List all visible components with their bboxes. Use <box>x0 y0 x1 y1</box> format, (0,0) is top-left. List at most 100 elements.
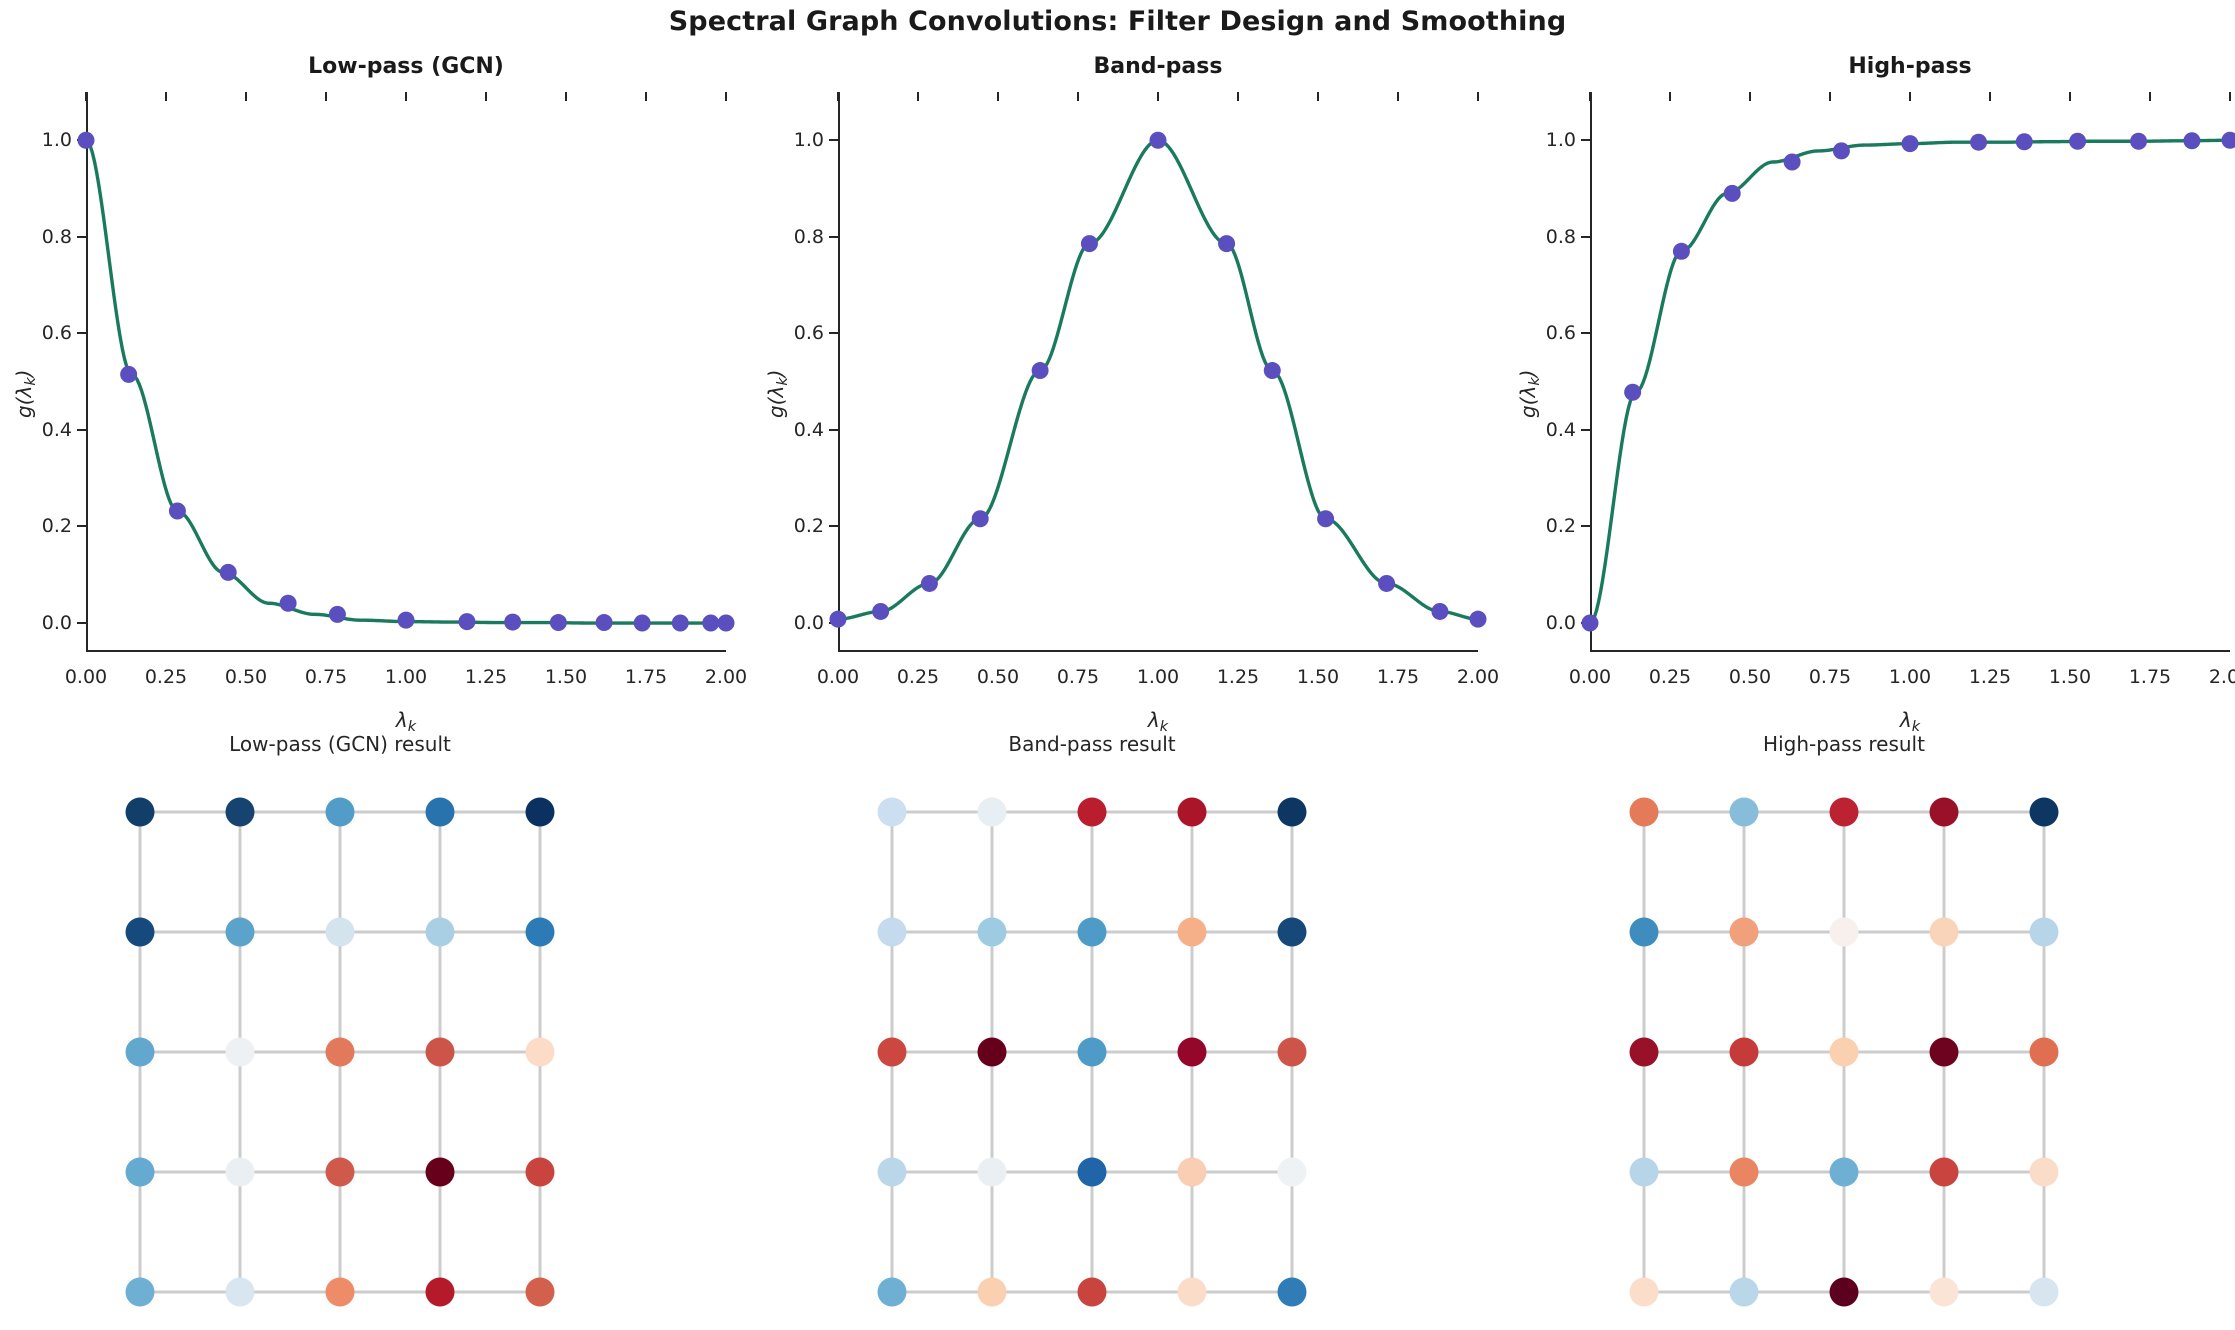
graph-node <box>1929 797 1959 827</box>
x-tick-label: 1.50 <box>1296 666 1340 688</box>
graph-node <box>1729 1037 1759 1067</box>
x-tick-label: 1.75 <box>2128 666 2172 688</box>
data-point-marker <box>1431 602 1449 620</box>
filter-panel-2: Band-pass 0.0 0.2 0.4 0.6 0.8 1.0 0.00 0.25 0.50 0… <box>764 54 1499 735</box>
y-tick-mark <box>77 332 86 335</box>
x-tick-label: 0.75 <box>1808 666 1852 688</box>
x-axis-spine <box>86 650 726 652</box>
graph-node <box>325 1277 355 1307</box>
graph-node <box>1077 917 1107 947</box>
data-point-marker <box>279 594 297 612</box>
x-tick-label: 1.25 <box>464 666 508 688</box>
graph-node <box>425 1037 455 1067</box>
data-point-marker <box>504 613 522 631</box>
x-tick-label: 2.00 <box>1456 666 1500 688</box>
graph-node <box>1077 1277 1107 1307</box>
data-point-marker <box>1218 235 1236 253</box>
y-tick-label: 0.8 <box>1545 225 1576 248</box>
y-tick-mark <box>829 428 838 431</box>
x-tick-mark <box>405 92 407 101</box>
graph-grid-2 <box>877 797 1307 1307</box>
x-tick-label: 0.75 <box>304 666 348 688</box>
x-tick-mark <box>725 92 727 101</box>
x-tick-mark <box>1909 92 1911 101</box>
panel-title: Low-pass (GCN) <box>308 54 504 79</box>
y-tick-mark <box>1581 332 1590 335</box>
x-tick-label: 1.00 <box>384 666 428 688</box>
data-point-marker <box>595 614 613 632</box>
data-point-marker <box>1149 131 1167 149</box>
y-axis-label-text: g(λk) <box>12 369 40 419</box>
graph-node <box>1829 917 1859 947</box>
data-point-marker <box>1581 614 1599 632</box>
graph-node <box>877 1037 907 1067</box>
graph-node <box>1829 1037 1859 1067</box>
x-tick-mark <box>1669 92 1671 101</box>
x-tick-label: 1.25 <box>1216 666 1260 688</box>
x-axis-label-text: λk <box>1899 708 1921 736</box>
graph-node <box>977 1037 1007 1067</box>
graph-node <box>1177 1277 1207 1307</box>
graph-node <box>525 797 555 827</box>
graph-node <box>125 1277 155 1307</box>
graph-node <box>2029 917 2059 947</box>
filter-panel-1: Low-pass (GCN) 0.0 0.2 0.4 0.6 0.8 1.0 0.00 0.25… <box>12 54 747 735</box>
graph-node <box>525 1277 555 1307</box>
x-axis-spine <box>838 650 1478 652</box>
data-point-marker <box>2221 131 2235 149</box>
graph-caption-3: High-pass result <box>1763 732 1925 756</box>
y-tick-label: 0.2 <box>41 515 72 538</box>
graph-node <box>1629 1157 1659 1187</box>
y-axis-label: g(λk) <box>1516 370 1543 419</box>
graph-node <box>1829 1157 1859 1187</box>
graph-node <box>2029 797 2059 827</box>
x-tick-mark <box>2229 92 2231 101</box>
data-point-marker <box>168 502 186 520</box>
x-tick-mark <box>1157 92 1159 101</box>
graph-node <box>325 1157 355 1187</box>
x-tick-mark <box>917 92 919 101</box>
data-point-marker <box>633 614 651 632</box>
graph-node <box>325 1037 355 1067</box>
data-point-marker <box>717 614 735 632</box>
figure-suptitle: Spectral Graph Convolutions: Filter Desi… <box>668 6 1567 37</box>
y-tick-label: 0.2 <box>1545 515 1576 538</box>
data-point-marker <box>1263 362 1281 380</box>
graph-node <box>1829 797 1859 827</box>
graph-node <box>1629 797 1659 827</box>
y-axis-spine <box>838 92 840 652</box>
x-tick-label: 0.25 <box>896 666 940 688</box>
x-tick-mark <box>1829 92 1831 101</box>
data-point-marker <box>702 614 720 632</box>
data-point-marker <box>2015 133 2033 151</box>
filter-curve-svg <box>77 131 735 632</box>
data-point-marker <box>671 614 689 632</box>
x-tick-label: 1.50 <box>2048 666 2092 688</box>
y-tick-label: 0.8 <box>41 225 72 248</box>
y-tick-mark <box>1581 139 1590 142</box>
graph-node <box>425 1157 455 1187</box>
x-axis-label: λk <box>86 708 726 735</box>
panel-title: Band-pass <box>1093 54 1223 79</box>
filter-panel-3: High-pass 0.0 0.2 0.4 0.6 0.8 1.0 0.00 0.25 0.50 0… <box>1516 54 2235 735</box>
graph-node <box>1277 1157 1307 1187</box>
y-tick-label: 0.4 <box>1545 418 1576 441</box>
data-point-marker <box>1317 510 1335 528</box>
data-point-marker <box>219 563 237 581</box>
y-tick-label: 1.0 <box>41 129 72 152</box>
graph-node <box>225 1277 255 1307</box>
graph-node <box>2029 1277 2059 1307</box>
graph-node <box>425 1277 455 1307</box>
data-point-marker <box>1723 184 1741 202</box>
graph-node <box>425 917 455 947</box>
x-tick-label: 0.50 <box>224 666 268 688</box>
y-tick-mark <box>77 428 86 431</box>
graph-node <box>2029 1157 2059 1187</box>
graph-node <box>1629 1037 1659 1067</box>
y-tick-mark <box>829 139 838 142</box>
x-tick-label: 1.00 <box>1136 666 1180 688</box>
x-tick-mark <box>1077 92 1079 101</box>
data-point-marker <box>1031 362 1049 380</box>
x-tick-label: 1.25 <box>1968 666 2012 688</box>
graph-node <box>877 797 907 827</box>
